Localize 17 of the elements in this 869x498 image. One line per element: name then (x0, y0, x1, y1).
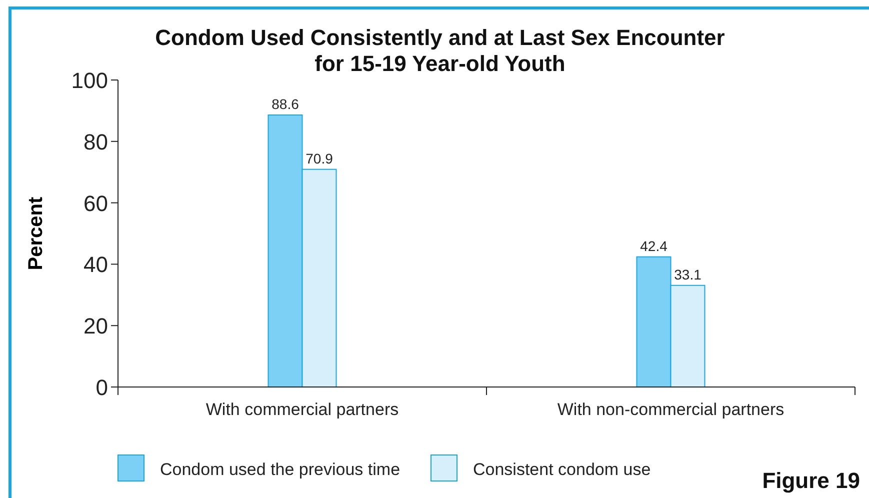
caption: Figure 19 (762, 468, 860, 493)
legend-label: Condom used the previous time (160, 460, 400, 479)
y-tick-label: 40 (84, 252, 108, 278)
data-label: 42.4 (640, 238, 668, 254)
y-tick-label: 20 (84, 314, 108, 339)
y-tick-label: 60 (84, 190, 108, 216)
x-tick-label: With commercial partners (206, 400, 399, 419)
y-tick-label: 80 (84, 129, 108, 154)
x-tick-label: With non-commercial partners (557, 400, 784, 419)
y-tick-label: 0 (96, 375, 108, 400)
data-label: 88.6 (272, 96, 300, 112)
legend-label: Consistent condom use (473, 460, 651, 479)
chart-title: Condom Used Consistently and at Last Sex Encounter for 15-19 Year-old Youth (155, 25, 726, 76)
data-label: 33.1 (674, 266, 702, 282)
data-label: 70.9 (306, 150, 334, 166)
y-tick-label: 100 (71, 68, 108, 93)
y-axis-title: Percent (25, 196, 47, 270)
